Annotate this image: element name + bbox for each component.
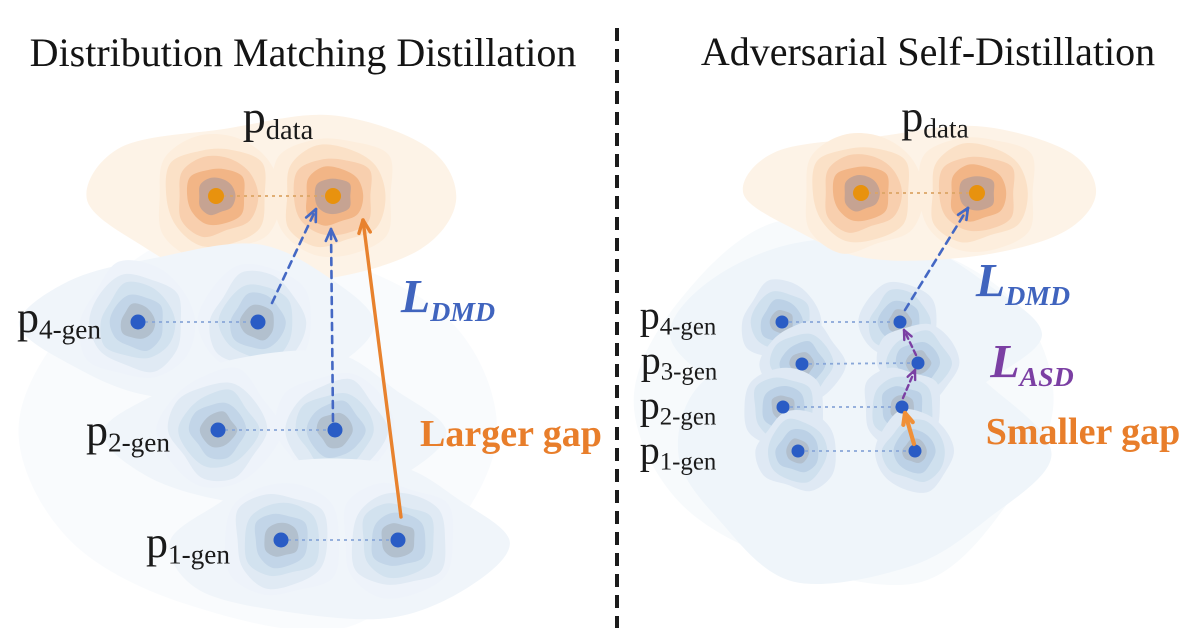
mode-dots bbox=[130, 185, 985, 548]
asd-p3-gen-connector bbox=[801, 362, 919, 365]
asd-p3-gen-mode-dot bbox=[911, 356, 925, 370]
asd-arrow-p2-to-p3 bbox=[901, 368, 917, 400]
dmd-p2-gen-mode-dot bbox=[327, 422, 343, 438]
arrow-shaft bbox=[361, 218, 403, 519]
asd-pdata-mode-dot bbox=[969, 185, 985, 201]
dmd-arrow-p4-to-pdata bbox=[270, 207, 318, 305]
asd-pdata-mode-dot bbox=[853, 185, 869, 201]
asd-arrow-p1-to-p2 bbox=[901, 410, 917, 447]
dmd-arrow-p1-to-pdata-gap bbox=[357, 218, 403, 519]
arrowhead-stroke bbox=[956, 206, 970, 217]
dmd-pdata-mode-dot bbox=[208, 188, 224, 204]
mode-connectors bbox=[138, 192, 977, 541]
asd-p1-gen-mode-dot bbox=[908, 444, 922, 458]
arrowhead-stroke bbox=[906, 368, 917, 378]
asd-arrow-p4-to-pdata bbox=[903, 206, 970, 312]
arrowhead-stroke bbox=[324, 227, 333, 243]
asd-p1-gen-mode-dot bbox=[791, 444, 805, 458]
arrowhead-stroke bbox=[329, 227, 338, 243]
dmd-pdata-mode-dot bbox=[325, 188, 341, 204]
arrowhead-stroke bbox=[304, 207, 318, 219]
arrow-shaft bbox=[902, 410, 917, 447]
arrowhead-stroke bbox=[361, 218, 372, 234]
dmd-p2-gen-mode-dot bbox=[210, 422, 226, 438]
arrow-shaft bbox=[903, 206, 970, 312]
asd-p4-gen-mode-dot bbox=[893, 315, 907, 329]
dmd-p4-gen-mode-dot bbox=[250, 314, 266, 330]
arrows bbox=[270, 206, 970, 519]
asd-p2-gen-mode-dot bbox=[776, 400, 790, 414]
arrowhead-stroke bbox=[357, 218, 365, 236]
arrowhead-stroke bbox=[902, 328, 913, 338]
arrow-shaft bbox=[902, 328, 918, 357]
arrow-shaft bbox=[270, 207, 318, 305]
arrowhead-stroke bbox=[965, 206, 970, 222]
arrow-shaft bbox=[329, 227, 335, 423]
dmd-p1-gen-mode-dot bbox=[390, 532, 406, 548]
asd-p3-gen-mode-dot bbox=[795, 357, 809, 371]
arrowhead-stroke bbox=[901, 410, 908, 427]
dmd-arrow-p2-to-pdata bbox=[324, 227, 338, 423]
dmd-p1-gen-mode-dot bbox=[273, 532, 289, 548]
asd-p2-gen-mode-dot bbox=[895, 400, 909, 414]
asd-p4-gen-mode-dot bbox=[775, 315, 789, 329]
dmd-p4-gen-mode-dot bbox=[130, 314, 146, 330]
arrow-shaft bbox=[901, 368, 917, 400]
asd-arrow-p3-to-p4 bbox=[902, 328, 918, 357]
